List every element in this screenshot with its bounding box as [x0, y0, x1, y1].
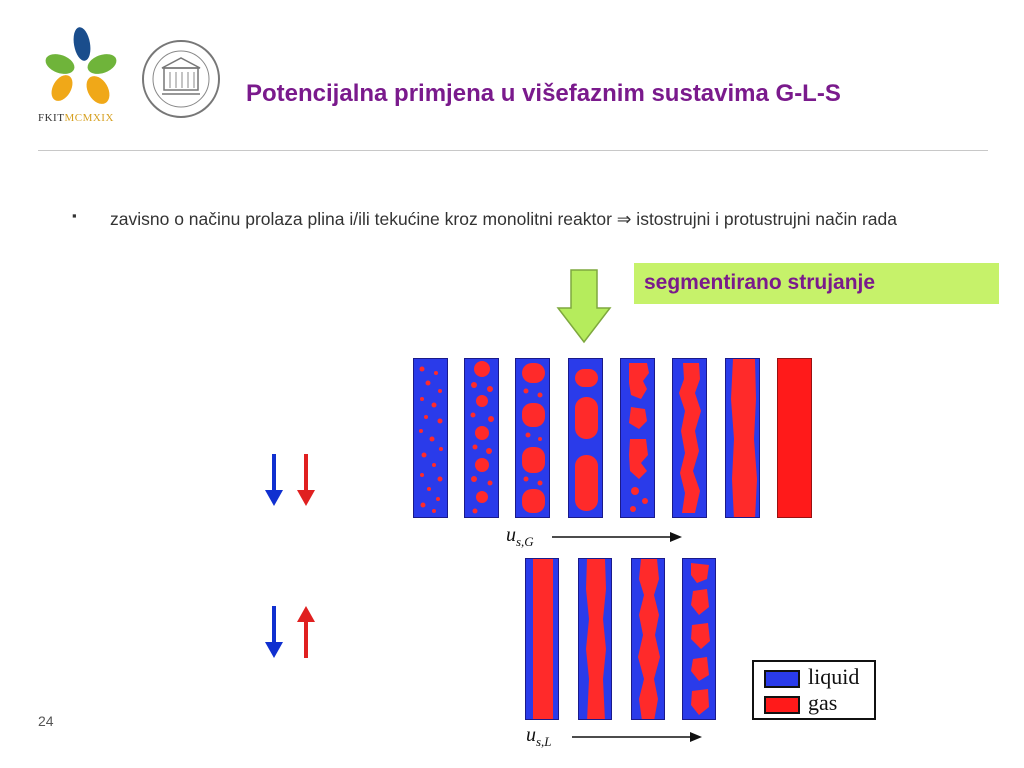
- counter-flow-column-1: [525, 558, 559, 720]
- flow-column-8: [777, 358, 812, 518]
- legend-gas-swatch: [764, 696, 800, 714]
- legend-gas-label: gas: [808, 690, 838, 715]
- counter-flow-column-2: [578, 558, 612, 720]
- gas-velocity-axis-label: us,G: [506, 524, 534, 549]
- countercurrent-arrows-icon: [265, 606, 315, 658]
- phase-legend: liquid gas: [752, 660, 876, 720]
- liquid-velocity-axis-arrow: [572, 732, 702, 742]
- flow-column-3: [515, 358, 550, 518]
- segmented-flow-label: segmentirano strujanje: [634, 263, 999, 304]
- counter-flow-column-3: [631, 558, 665, 720]
- flow-column-1: [413, 358, 448, 518]
- bullet-text: zavisno o načinu prolaza plina i/ili tek…: [110, 209, 897, 229]
- university-seal-logo: [142, 40, 220, 118]
- legend-liquid-label: liquid: [808, 664, 860, 689]
- liquid-velocity-axis-label: us,L: [526, 724, 552, 749]
- flow-column-5: [620, 358, 655, 518]
- cocurrent-arrows-icon: [265, 454, 315, 506]
- bullet-marker: ▪: [72, 208, 77, 223]
- page-title: Potencijalna primjena u višefaznim susta…: [246, 80, 841, 107]
- flow-column-6: [672, 358, 707, 518]
- flow-column-7: [725, 358, 760, 518]
- counter-flow-column-4: [682, 558, 716, 720]
- flow-column-4: [568, 358, 603, 518]
- page-number: 24: [38, 713, 54, 729]
- green-down-arrow-icon: [556, 269, 612, 344]
- gas-velocity-axis-arrow: [552, 532, 682, 542]
- flow-column-2: [464, 358, 499, 518]
- legend-liquid-swatch: [764, 670, 800, 688]
- title-divider: [38, 150, 988, 151]
- fkit-logo-text: FKITMCMXIX: [38, 112, 114, 124]
- fkit-flower-logo: [45, 27, 117, 104]
